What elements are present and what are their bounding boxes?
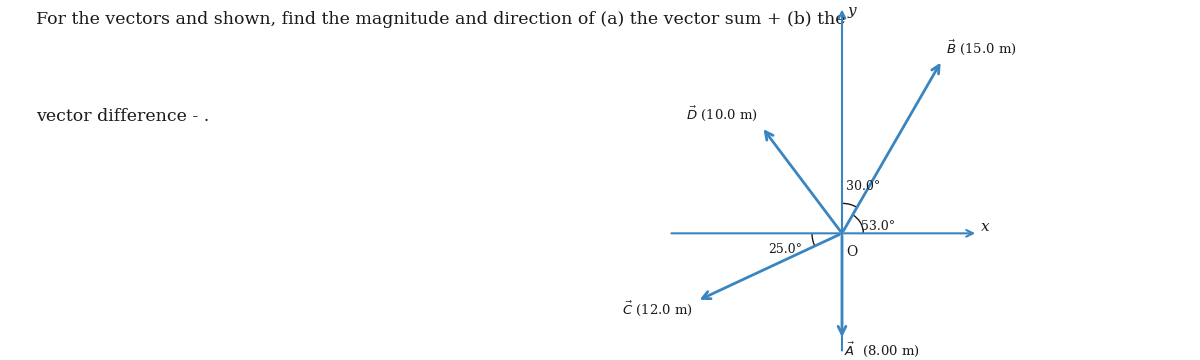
Text: $\vec{B}$ (15.0 m): $\vec{B}$ (15.0 m) — [946, 39, 1016, 58]
Text: 30.0°: 30.0° — [846, 180, 881, 193]
Text: $\vec{A}$  (8.00 m): $\vec{A}$ (8.00 m) — [845, 340, 920, 359]
Text: $\vec{C}$ (12.0 m): $\vec{C}$ (12.0 m) — [622, 300, 692, 318]
Text: y: y — [847, 4, 856, 18]
Text: 25.0°: 25.0° — [769, 243, 803, 256]
Text: $\vec{D}$ (10.0 m): $\vec{D}$ (10.0 m) — [685, 104, 757, 123]
Text: For the vectors and shown, find the magnitude and direction of (a) the vector su: For the vectors and shown, find the magn… — [36, 11, 846, 28]
Text: O: O — [847, 245, 858, 259]
Text: 53.0°: 53.0° — [860, 220, 895, 233]
Text: vector difference - .: vector difference - . — [36, 108, 209, 125]
Text: x: x — [980, 220, 989, 234]
